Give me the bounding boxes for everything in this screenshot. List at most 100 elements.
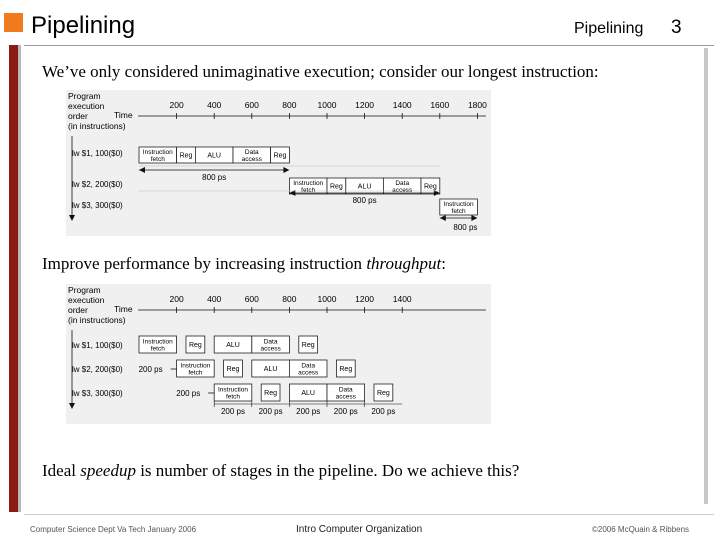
time-axis-label: Time [114,110,133,120]
time-tick-1800: 1800 [468,100,487,110]
stage-alu-3-label: ALU [301,390,315,397]
interval-label-3: 800 ps [453,223,477,232]
stage-reg-3 [373,383,394,402]
stage-reg-2-label: Reg [330,184,343,191]
interval-arrow-left-1 [139,167,145,173]
instruction-label-3: lw $3, 300($0) [72,201,123,210]
stage-instruction-fetch-2-label: Instruction [180,363,210,370]
stage-data-access-2-label: Data [395,180,409,187]
paragraph-throughput: Improve performance by increasing instru… [42,254,446,274]
stage-reg-3-label: Reg [264,390,277,397]
stage-reg-1-label: Reg [274,153,287,160]
instruction-label-2: lw $2, 200($0) [72,180,123,189]
stage-data-access-3 [326,383,365,402]
interval-arrow-right-1 [283,167,290,173]
interval-arrow-left-2 [289,190,296,196]
stage-width-label-1: 200 ps [221,407,245,416]
stage-data-access-2-label-2: access [392,187,413,194]
stage-reg-1 [298,335,319,354]
interval-label-1: 800 ps [202,173,226,182]
paragraph-speedup: Ideal speedup is number of stages in the… [42,461,519,481]
stage-instruction-fetch-3 [213,383,253,402]
stage-instruction-fetch-1-label-2: fetch [151,156,165,163]
paragraph-speedup-emphasis: speedup [80,461,136,480]
stage-width-label-3: 200 ps [296,407,320,416]
footer-center: Intro Computer Organization [296,524,423,535]
stage-alu-1-label: ALU [226,342,240,349]
stage-reg-2 [420,177,441,195]
single-cycle-diagram: Program execution order (in instructions) Ti… [66,90,491,236]
time-tick-200: 200 [170,100,184,110]
time-tick-200: 200 [170,294,184,304]
time-tick-1200: 1200 [355,294,374,304]
pipelined-diagram: Program execution order (in instructions) Ti… [66,284,491,424]
time-tick-600: 600 [245,100,259,110]
stage-data-access-1 [251,335,290,354]
stage-reg-3-label: Reg [377,390,390,397]
stage-reg-1-label: Reg [180,153,193,160]
time-tick-1200: 1200 [355,100,374,110]
order-label-line: order [68,305,88,315]
paragraph-throughput-end: : [441,254,446,273]
stage-reg-2 [223,359,243,378]
instruction-label-3: lw $3, 300($0) [72,389,123,398]
paragraph-speedup-end: is number of stages in the pipeline. Do … [135,461,520,480]
stage-instruction-fetch-3-label-2: fetch [452,208,466,215]
time-tick-400: 400 [207,294,221,304]
time-tick-400: 400 [207,100,221,110]
stage-instruction-fetch-2-label: Instruction [293,180,323,187]
time-tick-1000: 1000 [318,294,337,304]
stage-instruction-fetch-3-label: Instruction [218,387,248,394]
interval-label-2: 800 ps [353,196,377,205]
stage-instruction-fetch-1-label: Instruction [143,339,173,346]
stage-reg-3 [260,383,281,402]
stage-data-access-1-label: Data [264,339,278,346]
stage-instruction-fetch-3-label-2: fetch [226,394,240,401]
stage-instruction-fetch-3 [439,198,478,216]
stage-data-access-1-label: Data [245,149,259,156]
interval-arrow-right-3 [471,215,478,221]
order-label-line: Program [68,285,101,295]
stage-data-access-3-label-2: access [336,394,357,401]
interval-arrow-left-3 [439,215,446,221]
slide-title: Pipelining [31,12,136,39]
time-tick-1000: 1000 [318,100,337,110]
stage-instruction-fetch-3-label: Instruction [444,201,474,208]
page-number: 3 [671,17,682,38]
stage-data-access-2-label-2: access [298,370,319,377]
header-topic: Pipelining [574,20,644,37]
time-tick-600: 600 [245,294,259,304]
stage-alu-2-label: ALU [358,184,372,191]
stage-instruction-fetch-1-label-2: fetch [151,346,165,353]
stage-reg-2-label: Reg [339,366,352,373]
order-label-line: (in instructions) [68,315,126,325]
instruction-label-2: lw $2, 200($0) [72,365,123,374]
stage-reg-1 [270,146,290,164]
issue-delay-label-2: 200 ps [176,389,200,398]
time-tick-800: 800 [282,100,296,110]
stage-alu-2-label: ALU [264,366,278,373]
stage-reg-1-label: Reg [302,342,315,349]
left-bar-shadow [18,45,21,512]
order-label-line: (in instructions) [68,121,126,131]
header-rule [24,45,714,46]
stage-width-label-5: 200 ps [371,407,395,416]
stage-alu-1-label: ALU [207,153,221,160]
stage-data-access-1-label-2: access [242,156,263,163]
stage-data-access-1-label-2: access [260,346,281,353]
order-label-line: Program [68,91,101,101]
stage-data-access-2 [288,359,328,378]
paragraph-unpipelined: We’ve only considered unimaginative exec… [42,62,599,81]
stage-reg-2-label: Reg [424,184,437,191]
time-tick-1400: 1400 [393,100,412,110]
order-label-line: execution [68,295,105,305]
paragraph-speedup-text: Ideal [42,461,81,480]
issue-delay-label-1: 200 ps [139,365,163,374]
stage-data-access-3-label: Data [339,387,353,394]
stage-instruction-fetch-2 [176,359,215,378]
stage-instruction-fetch-1-label: Instruction [143,149,173,156]
stage-instruction-fetch-2-label-2: fetch [188,370,202,377]
stage-width-label-2: 200 ps [259,407,283,416]
